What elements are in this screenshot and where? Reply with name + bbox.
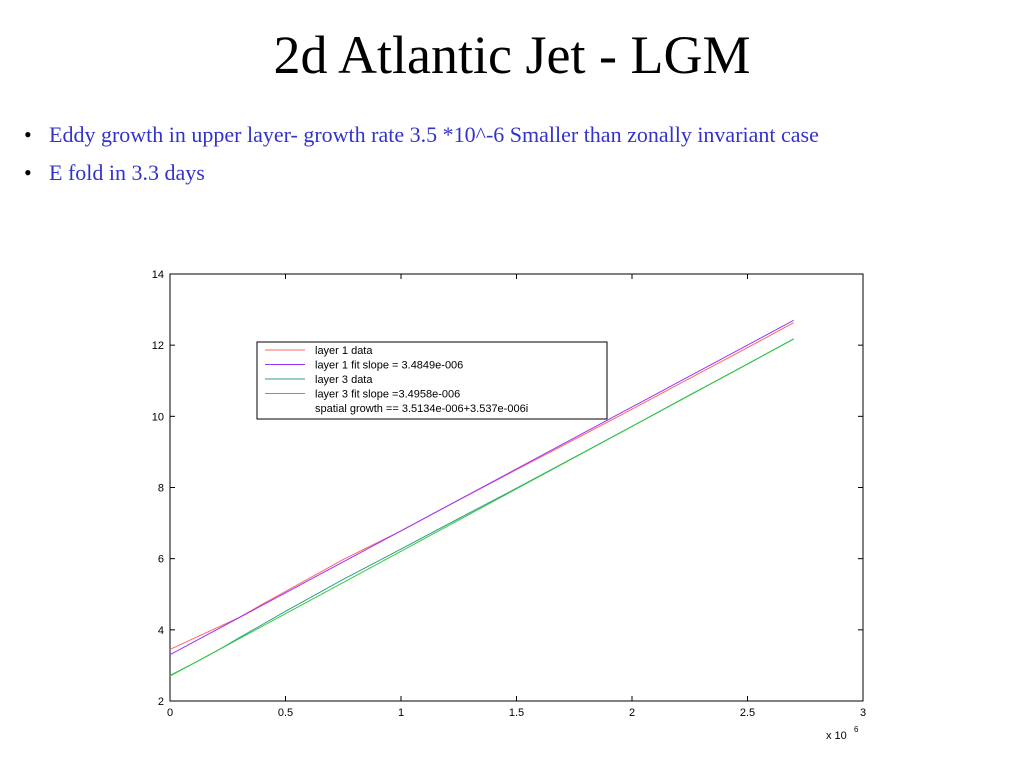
x-tick-label: 1.5 <box>509 707 524 719</box>
bullet-item: • E fold in 3.3 days <box>24 156 1004 190</box>
series-group <box>169 319 794 677</box>
legend: layer 1 data layer 1 fit slope = 3.4849e-… <box>256 341 608 420</box>
x-tick-label: 2 <box>629 707 635 719</box>
plot-area <box>169 273 864 702</box>
bullet-mark: • <box>24 122 32 147</box>
bullet-text: E fold in 3.3 days <box>49 160 205 185</box>
bullet-item: • Eddy growth in upper layer- growth rat… <box>24 118 1004 152</box>
series-line <box>169 319 794 656</box>
y-tick-label: 12 <box>152 340 164 352</box>
bullet-mark: • <box>24 160 32 185</box>
x-multiplier-exponent: 6 <box>854 725 859 734</box>
legend-label: layer 3 fit slope =3.4958e-006 <box>315 389 460 401</box>
x-tick-label: 3 <box>860 707 866 719</box>
y-tick-label: 10 <box>152 411 164 423</box>
x-tick-label: 0.5 <box>278 707 293 719</box>
y-tick-label: 14 <box>152 269 164 281</box>
legend-label: layer 1 data <box>315 345 373 357</box>
bullet-text: Eddy growth in upper layer- growth rate … <box>49 122 819 147</box>
x-multiplier-label: x 10 <box>826 730 847 742</box>
y-tick-label: 4 <box>158 625 164 637</box>
legend-extra-label: spatial growth == 3.5134e-006+3.537e-006… <box>315 403 528 415</box>
x-tick-label: 1 <box>398 707 404 719</box>
legend-label: layer 1 fit slope = 3.4849e-006 <box>315 360 463 372</box>
y-axis: 2 4 6 8 10 12 14 <box>152 269 863 708</box>
series-line <box>169 338 794 677</box>
legend-label: layer 3 data <box>315 374 373 386</box>
x-tick-label: 2.5 <box>740 707 755 719</box>
y-tick-label: 8 <box>158 483 164 495</box>
line-chart: 0 0.5 1 1.5 2 2.5 3 2 4 6 8 10 12 14 x 10 6 layer 1 … <box>152 269 866 742</box>
slide-title: 2d Atlantic Jet - LGM <box>273 25 751 85</box>
y-tick-label: 6 <box>158 554 164 566</box>
x-axis: 0 0.5 1 1.5 2 2.5 3 <box>167 274 866 719</box>
legend-box <box>256 341 608 420</box>
bullet-list: • Eddy growth in upper layer- growth rat… <box>24 118 1004 194</box>
x-tick-label: 0 <box>167 707 173 719</box>
y-tick-label: 2 <box>158 696 164 708</box>
